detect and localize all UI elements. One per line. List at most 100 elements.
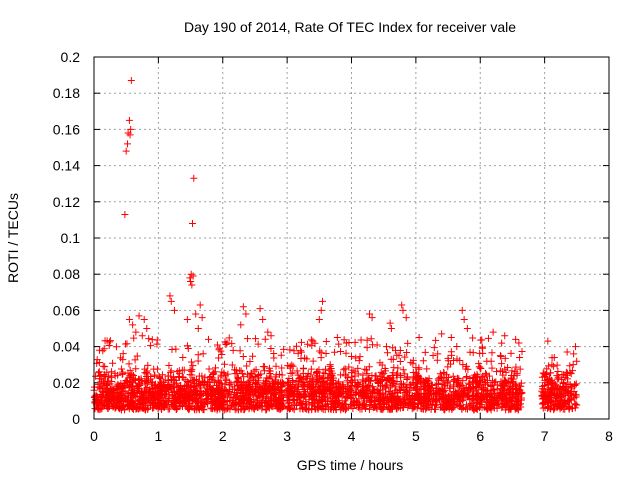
data-point	[295, 375, 303, 383]
data-point	[155, 372, 163, 380]
plot-frame	[93, 56, 610, 420]
data-point	[443, 371, 451, 379]
data-point	[99, 362, 107, 370]
data-point	[228, 402, 236, 410]
data-point	[476, 364, 484, 372]
data-point	[233, 382, 241, 390]
data-point	[240, 373, 248, 381]
data-point	[319, 397, 327, 405]
data-point	[99, 347, 107, 355]
data-point	[143, 384, 151, 392]
y-axis-title: ROTI / TECUs	[5, 193, 21, 283]
data-point	[414, 380, 422, 388]
data-point	[565, 396, 573, 404]
data-point	[462, 374, 470, 382]
data-point	[345, 363, 353, 371]
data-point	[242, 310, 250, 318]
data-point	[564, 397, 572, 405]
data-point	[261, 363, 269, 371]
data-point	[560, 371, 568, 379]
data-point	[146, 394, 154, 402]
data-point	[267, 401, 275, 409]
data-point	[125, 116, 133, 124]
data-point	[550, 384, 558, 392]
data-point	[291, 387, 299, 395]
data-point	[190, 392, 198, 400]
data-point	[452, 400, 460, 408]
data-point	[114, 396, 122, 404]
data-point	[480, 385, 488, 393]
data-point	[319, 390, 327, 398]
data-point	[457, 397, 465, 405]
data-point	[430, 344, 438, 352]
data-point	[482, 404, 490, 412]
data-point	[446, 384, 454, 392]
data-point	[250, 376, 258, 384]
y-tick-label: 0.14	[53, 158, 80, 174]
data-point	[399, 306, 407, 314]
data-point	[485, 393, 493, 401]
data-point	[299, 364, 307, 372]
data-point	[425, 375, 433, 383]
data-point	[210, 404, 218, 412]
data-point	[539, 395, 547, 403]
data-point	[134, 405, 142, 413]
data-point	[236, 347, 244, 355]
data-point	[259, 392, 267, 400]
data-point	[378, 361, 386, 369]
data-point	[152, 398, 160, 406]
data-point	[165, 362, 173, 370]
data-point	[287, 401, 295, 409]
data-point	[221, 360, 229, 368]
data-point	[157, 378, 165, 386]
data-point	[223, 339, 231, 347]
data-point	[256, 305, 264, 313]
data-point	[119, 350, 127, 358]
data-point	[335, 340, 343, 348]
data-point	[482, 369, 490, 377]
data-point	[131, 376, 139, 384]
data-point	[372, 402, 380, 410]
data-point	[197, 390, 205, 398]
data-point	[224, 404, 232, 412]
data-point	[264, 402, 272, 410]
data-point	[225, 334, 233, 342]
data-point	[549, 385, 557, 393]
data-point	[406, 386, 414, 394]
data-point	[356, 353, 364, 361]
data-point	[478, 403, 486, 411]
data-point	[122, 147, 130, 155]
data-point	[211, 364, 219, 372]
data-point	[434, 380, 442, 388]
data-point	[462, 365, 470, 373]
data-point	[182, 402, 190, 410]
data-point	[187, 377, 195, 385]
data-point	[398, 301, 406, 309]
data-point	[492, 378, 500, 386]
data-point	[497, 352, 505, 360]
data-point	[203, 381, 211, 389]
data-point	[466, 374, 474, 382]
data-point	[498, 360, 506, 368]
data-point	[484, 334, 492, 342]
data-point	[180, 386, 188, 394]
data-point	[547, 369, 555, 377]
data-point	[262, 377, 270, 385]
data-point	[337, 371, 345, 379]
data-point	[264, 328, 272, 336]
data-point	[327, 367, 335, 375]
data-point	[341, 365, 349, 373]
x-tick-label: 0	[90, 428, 98, 444]
data-point	[506, 387, 514, 395]
data-point	[290, 397, 298, 405]
y-tick-label: 0.2	[61, 49, 81, 65]
data-point	[322, 379, 330, 387]
data-point	[127, 125, 135, 133]
data-point	[166, 292, 174, 300]
data-point	[467, 400, 475, 408]
data-point	[215, 354, 223, 362]
data-point	[382, 343, 390, 351]
data-point	[441, 404, 449, 412]
data-point	[510, 372, 518, 380]
y-tick-label: 0.02	[53, 375, 80, 391]
